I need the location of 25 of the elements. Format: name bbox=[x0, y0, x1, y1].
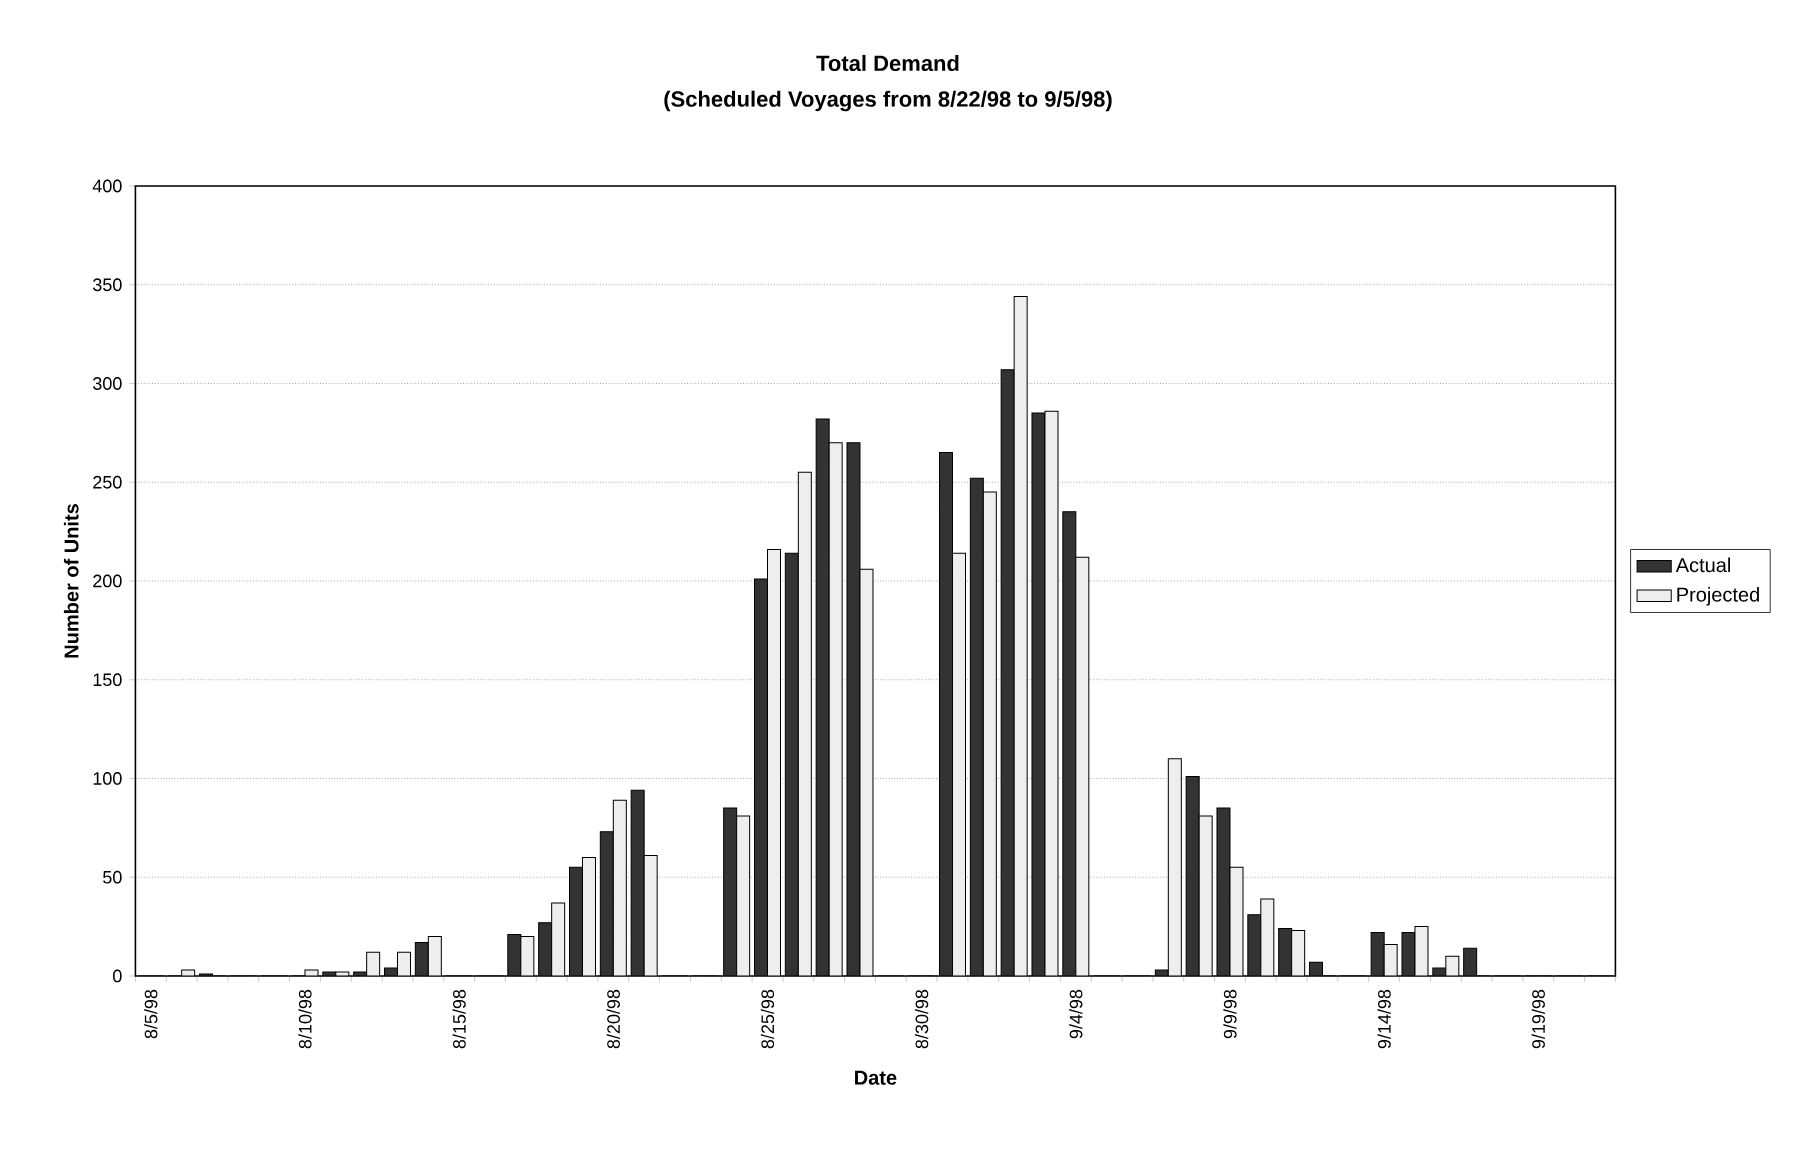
x-tick-label: 8/5/98 bbox=[144, 989, 158, 1039]
x-tick-label: 8/25/98 bbox=[760, 989, 775, 1049]
x-tick-label: 8/15/98 bbox=[452, 989, 466, 1049]
legend-label: Projected bbox=[1677, 586, 1759, 606]
x-tick-label: 8/10/98 bbox=[298, 989, 312, 1049]
x-tick-label: 9/14/98 bbox=[1377, 989, 1391, 1049]
y-tick-label: 400 bbox=[92, 179, 122, 193]
x-axis-title: Date bbox=[855, 1070, 897, 1085]
x-tick-label: 9/19/98 bbox=[1531, 989, 1545, 1049]
chart-subtitle: (Scheduled Voyages from 8/22/98 to 9/5/98) bbox=[664, 90, 1112, 112]
x-tick-label: 9/9/98 bbox=[1223, 989, 1237, 1039]
x-tick-label: 9/4/98 bbox=[1069, 989, 1083, 1039]
y-tick-label: 200 bbox=[93, 574, 122, 588]
y-tick-label: 250 bbox=[93, 475, 122, 489]
y-tick-label: 350 bbox=[93, 278, 122, 292]
chart-title: Total Demand bbox=[816, 54, 959, 72]
x-tick-label: 8/30/98 bbox=[915, 989, 929, 1049]
x-tick-label: 8/20/98 bbox=[606, 989, 620, 1049]
y-tick-label: 100 bbox=[93, 772, 122, 785]
legend-label: Actual bbox=[1675, 557, 1730, 573]
y-tick-label: 0 bbox=[113, 969, 122, 983]
y-tick-label: 150 bbox=[93, 673, 122, 687]
y-tick-label: 50 bbox=[103, 870, 122, 884]
y-tick-label: 300 bbox=[93, 377, 122, 390]
y-axis-title: Number of Units bbox=[63, 504, 79, 658]
